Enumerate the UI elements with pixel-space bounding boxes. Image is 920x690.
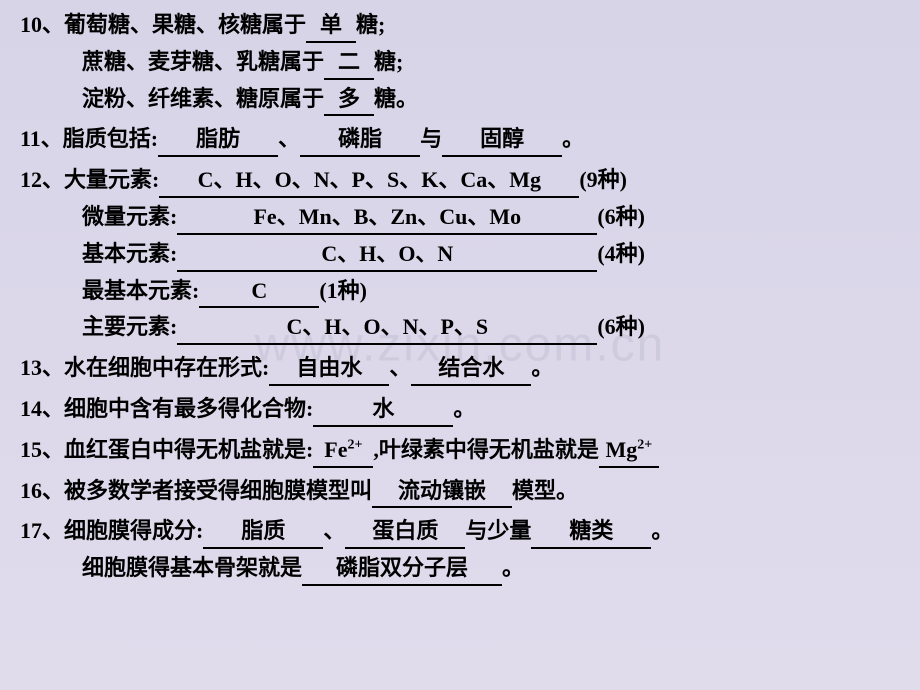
q17-l1-ans2: 蛋白质	[345, 516, 465, 549]
q13-line: 13、水在细胞中存在形式:自由水、结合水。	[20, 353, 900, 386]
q11-sep2: 与	[420, 126, 442, 151]
q15-line: 15、血红蛋白中得无机盐就是:Fe2+,叶绿素中得无机盐就是Mg2+	[20, 435, 900, 468]
q15-ans2-sup: 2+	[637, 437, 652, 452]
q15-ans1: Fe2+	[313, 435, 373, 468]
q12-l2-ans: Fe、Mn、B、Zn、Cu、Mo	[177, 202, 597, 235]
q12-l2-post: (6种)	[597, 204, 645, 229]
q11-post: 。	[562, 126, 584, 151]
q17-line2: 细胞膜得基本骨架就是磷脂双分子层。	[20, 553, 900, 586]
q12-l4-pre: 最基本元素:	[82, 278, 199, 303]
q14-ans: 水	[313, 394, 453, 427]
q15-ans2-base: Mg	[605, 437, 637, 462]
q17-l2-ans: 磷脂双分子层	[302, 553, 502, 586]
q15-ans1-base: Fe	[324, 437, 347, 462]
q10-l2-ans: 二	[324, 47, 374, 80]
q13-ans2: 结合水	[411, 353, 531, 386]
q11-pre: 脂质包括:	[63, 126, 158, 151]
q11-ans3: 固醇	[442, 124, 562, 157]
q13-pre: 水在细胞中存在形式:	[64, 355, 269, 380]
q15-pre: 血红蛋白中得无机盐就是:	[64, 437, 313, 462]
q13-post: 。	[531, 355, 553, 380]
q16-pre: 被多数学者接受得细胞膜模型叫	[64, 478, 372, 503]
q12-line3: 基本元素:C、H、O、N(4种)	[20, 239, 900, 272]
q12-l3-post: (4种)	[597, 241, 645, 266]
q12-l1-post: (9种)	[579, 167, 627, 192]
q17-l2-pre: 细胞膜得基本骨架就是	[82, 555, 302, 580]
q14-line: 14、细胞中含有最多得化合物:水。	[20, 394, 900, 427]
q17-l1-sep2: 与少量	[465, 518, 531, 543]
q17-l1-ans3: 糖类	[531, 516, 651, 549]
q12-line1: 12、大量元素:C、H、O、N、P、S、K、Ca、Mg(9种)	[20, 165, 900, 198]
q16-post: 模型。	[512, 478, 578, 503]
document-content: 10、葡萄糖、果糖、核糖属于单糖; 蔗糖、麦芽糖、乳糖属于二糖; 淀粉、纤维素、…	[20, 10, 900, 586]
q11-ans1: 脂肪	[158, 124, 278, 157]
q12-l4-ans: C	[199, 276, 319, 309]
q12-l5-pre: 主要元素:	[82, 314, 177, 339]
q11-ans2: 磷脂	[300, 124, 420, 157]
q12-l3-ans: C、H、O、N	[177, 239, 597, 272]
q11-num: 11、	[20, 124, 63, 155]
q12-l3-pre: 基本元素:	[82, 241, 177, 266]
q12-num: 12、	[20, 165, 64, 196]
q10-l1-post: 糖;	[356, 12, 385, 37]
q17-l2-post: 。	[502, 555, 524, 580]
q12-l5-post: (6种)	[597, 314, 645, 339]
q12-l4-post: (1种)	[319, 278, 367, 303]
q14-pre: 细胞中含有最多得化合物:	[64, 396, 313, 421]
q16-line: 16、被多数学者接受得细胞膜模型叫流动镶嵌模型。	[20, 476, 900, 509]
q15-mid: ,叶绿素中得无机盐就是	[373, 437, 599, 462]
q13-ans1: 自由水	[269, 353, 389, 386]
q10-l1-pre: 葡萄糖、果糖、核糖属于	[64, 12, 306, 37]
q15-num: 15、	[20, 435, 64, 466]
q10-l3-post: 糖。	[374, 86, 418, 111]
q16-ans: 流动镶嵌	[372, 476, 512, 509]
q17-l1-pre: 细胞膜得成分:	[64, 518, 203, 543]
q17-line1: 17、细胞膜得成分:脂质、蛋白质与少量糖类。	[20, 516, 900, 549]
q14-num: 14、	[20, 394, 64, 425]
q10-line3: 淀粉、纤维素、糖原属于多糖。	[20, 84, 900, 117]
q10-line1: 10、葡萄糖、果糖、核糖属于单糖;	[20, 10, 900, 43]
q15-ans2: Mg2+	[599, 435, 659, 468]
q17-l1-ans1: 脂质	[203, 516, 323, 549]
q10-l2-post: 糖;	[374, 49, 403, 74]
q10-line2: 蔗糖、麦芽糖、乳糖属于二糖;	[20, 47, 900, 80]
q12-l2-pre: 微量元素:	[82, 204, 177, 229]
q10-l3-pre: 淀粉、纤维素、糖原属于	[82, 86, 324, 111]
q12-l1-ans: C、H、O、N、P、S、K、Ca、Mg	[159, 165, 579, 198]
q13-sep: 、	[389, 355, 411, 380]
q10-num: 10、	[20, 10, 64, 41]
q15-ans1-sup: 2+	[347, 437, 362, 452]
q17-l1-sep1: 、	[323, 518, 345, 543]
q12-line4: 最基本元素:C(1种)	[20, 276, 900, 309]
q10-l2-pre: 蔗糖、麦芽糖、乳糖属于	[82, 49, 324, 74]
q12-line5: 主要元素:C、H、O、N、P、S(6种)	[20, 312, 900, 345]
q11-line: 11、脂质包括:脂肪、磷脂与固醇。	[20, 124, 900, 157]
q10-l3-ans: 多	[324, 84, 374, 117]
q17-num: 17、	[20, 516, 64, 547]
q14-post: 。	[453, 396, 475, 421]
q11-sep1: 、	[278, 126, 300, 151]
q16-num: 16、	[20, 476, 64, 507]
q10-l1-ans: 单	[306, 10, 356, 43]
q17-l1-post: 。	[651, 518, 673, 543]
q12-line2: 微量元素:Fe、Mn、B、Zn、Cu、Mo(6种)	[20, 202, 900, 235]
q13-num: 13、	[20, 353, 64, 384]
q12-l1-pre: 大量元素:	[64, 167, 159, 192]
q12-l5-ans: C、H、O、N、P、S	[177, 312, 597, 345]
